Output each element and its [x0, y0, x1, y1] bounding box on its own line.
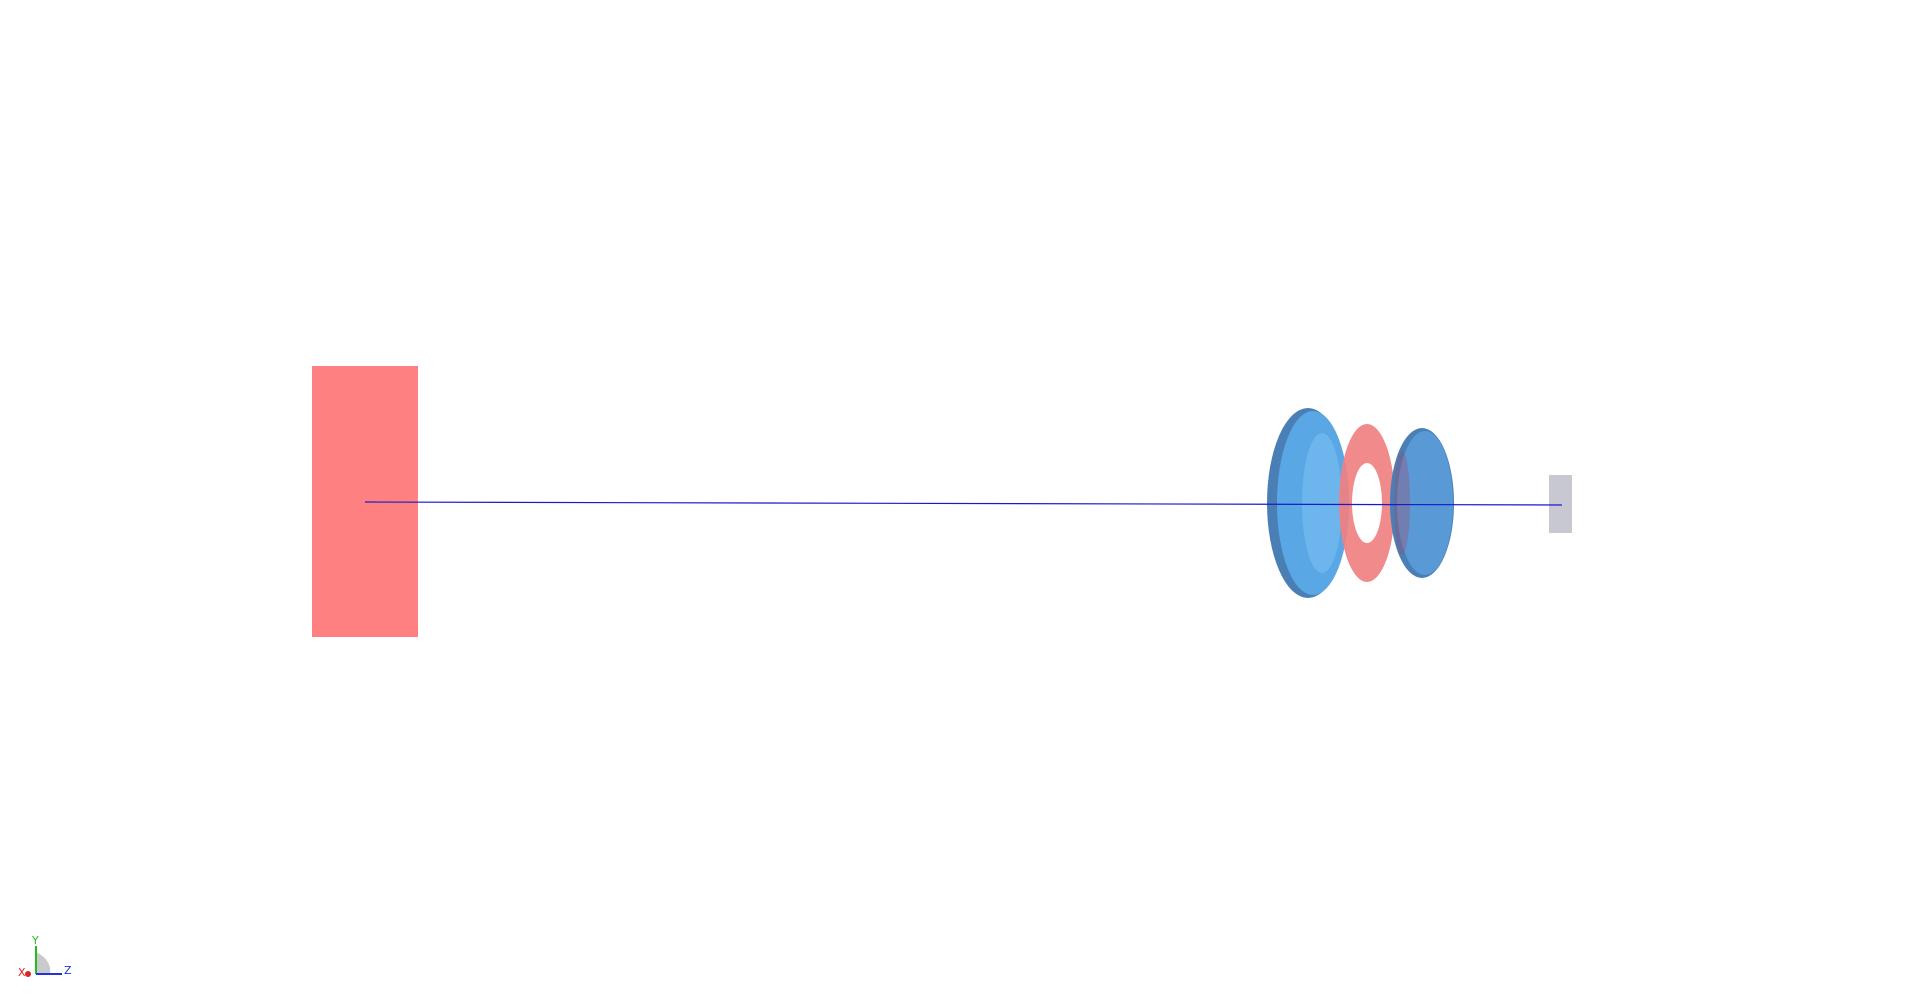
lens-1[interactable] — [1267, 408, 1349, 598]
x-axis-label: X — [18, 966, 26, 979]
lens-1-highlight — [1302, 433, 1342, 573]
lens-2-overlap — [1394, 451, 1410, 555]
lens-2-face — [1397, 431, 1453, 575]
z-axis-label: Z — [64, 964, 72, 977]
lens-2[interactable] — [1390, 428, 1454, 578]
triad-shadow — [36, 952, 51, 974]
axis-triad: Y X Z — [18, 934, 72, 979]
aperture-stop[interactable] — [1339, 424, 1395, 582]
optical-axis-ray — [364, 501, 1563, 506]
x-axis-marker — [25, 971, 31, 977]
y-axis-label: Y — [31, 934, 39, 947]
detector[interactable] — [1549, 475, 1572, 533]
